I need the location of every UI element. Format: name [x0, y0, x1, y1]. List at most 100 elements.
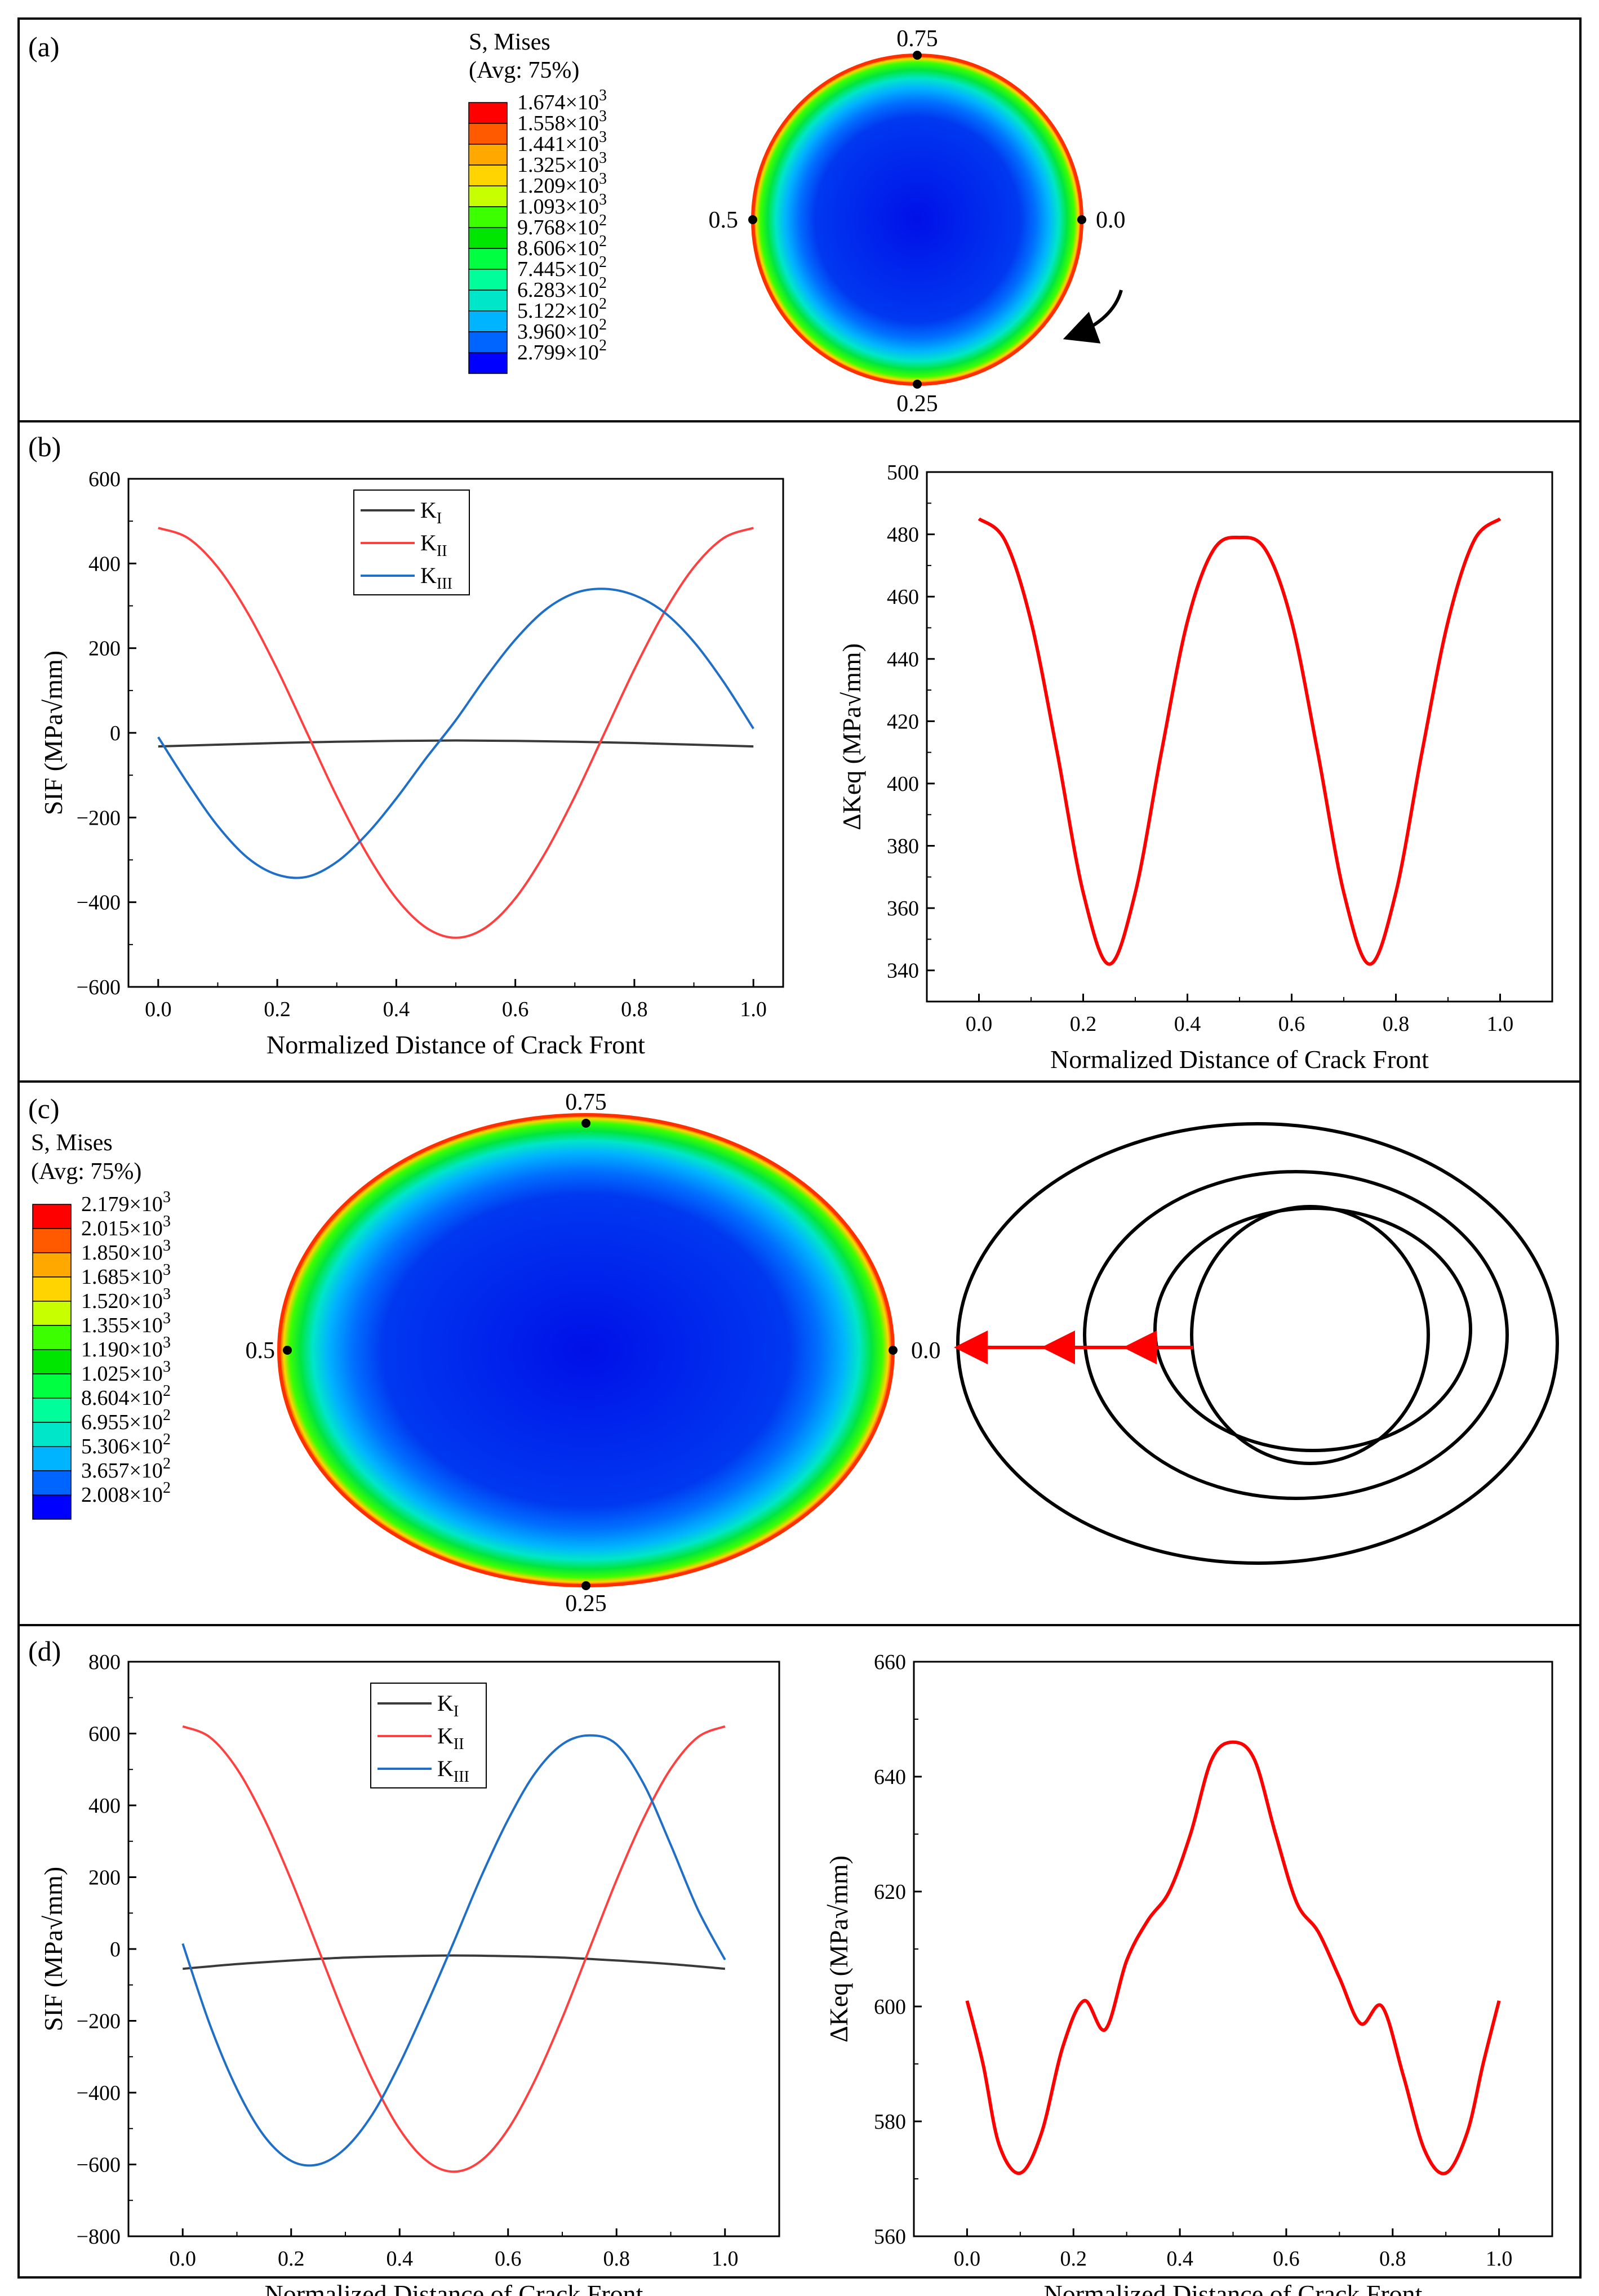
y-tick-label: 380 [887, 835, 919, 858]
x-tick-label: 0.2 [1070, 1012, 1097, 1036]
panel-d-frame [17, 1624, 1582, 2279]
legend-a-value: 8.606×102 [517, 233, 607, 260]
legend-a-value: 1.441×103 [517, 128, 607, 156]
legend-c-value: 1.850×103 [81, 1237, 171, 1265]
y-tick-label: 640 [874, 1765, 906, 1789]
legend-a-swatch [468, 102, 508, 124]
legend-c-swatch [32, 1301, 72, 1326]
legend-a-swatch [468, 164, 508, 186]
y-tick-label: 0 [110, 1938, 121, 1961]
legend-c-swatch [32, 1373, 72, 1399]
series-line-KII [182, 1725, 726, 2173]
legend-a-value: 3.960×102 [517, 316, 607, 344]
x-axis-label: Normalized Distance of Crack Front [266, 1030, 645, 1059]
legend-a-value: 1.093×103 [517, 191, 607, 219]
panel-c-label: (c) [28, 1093, 60, 1124]
contour-c: 0.75 0.5 0.0 0.25 [246, 1089, 941, 1617]
panel-b-frame [17, 420, 1582, 1083]
x-tick-label: 0.6 [495, 2247, 522, 2271]
y-tick-label: −200 [77, 2010, 121, 2034]
crack-label-a-left: 0.5 [709, 207, 739, 233]
x-axis-label: Normalized Distance of Crack Front [1050, 1045, 1429, 1074]
x-tick-label: 0.0 [170, 2247, 197, 2271]
legend-c-swatch [32, 1349, 72, 1374]
x-tick-label: 0.0 [145, 998, 172, 1021]
y-tick-label: 560 [874, 2225, 906, 2249]
legend-c-value: 1.685×103 [81, 1261, 171, 1289]
x-tick-label: 0.6 [1273, 2247, 1300, 2271]
legend-c-swatch [32, 1398, 72, 1423]
y-tick-label: 400 [88, 552, 121, 576]
y-axis-label: ΔKeq (MPa√mm) [824, 1856, 853, 2043]
crack-label-c-left: 0.5 [246, 1338, 276, 1364]
crack-point-a-right [1077, 215, 1086, 224]
contour-a: 0.75 0.5 0.0 0.25 [709, 26, 1126, 417]
crack-front-3 [1083, 1170, 1509, 1500]
legend-c-swatch [32, 1470, 72, 1496]
panel-d-label: (d) [28, 1635, 61, 1667]
x-tick-label: 0.6 [1278, 1012, 1305, 1036]
x-tick-label: 0.4 [383, 998, 410, 1021]
legend-c-value: 6.955×102 [81, 1407, 171, 1434]
crack-label-a-top: 0.75 [896, 26, 938, 52]
legend-a-swatch [468, 123, 508, 145]
x-axis-label: Normalized Distance of Crack Front [1044, 2280, 1423, 2296]
x-tick-label: 1.0 [712, 2247, 739, 2271]
legend-c-title-2: (Avg: 75%) [31, 1159, 141, 1185]
legend-label-KIII: KIII [437, 1756, 469, 1786]
x-tick-label: 0.8 [603, 2247, 630, 2271]
legend-a-swatch [468, 331, 508, 353]
legend-label-KI: KI [437, 1690, 459, 1720]
legend-c: S, Mises (Avg: 75%) 2.179×1032.015×1031.… [31, 1130, 171, 1520]
crack-label-c-right: 0.0 [911, 1338, 941, 1364]
x-tick-label: 0.8 [621, 998, 648, 1021]
x-tick-label: 0.8 [1379, 2247, 1406, 2271]
series-line-KIII [157, 588, 754, 879]
y-tick-label: 200 [88, 637, 121, 661]
panel-a-label: (a) [28, 31, 60, 63]
series-line-KI [183, 1954, 725, 1970]
legend-a-title-2: (Avg: 75%) [469, 57, 579, 83]
plot-frame [926, 471, 1553, 1003]
legend-a-swatch [468, 144, 508, 166]
legend-a-swatch [468, 227, 508, 249]
legend-a-value: 1.325×103 [517, 149, 607, 177]
legend-a-value: 6.283×102 [517, 274, 607, 302]
y-tick-label: 500 [887, 461, 919, 484]
y-axis-label: ΔKeq (MPa√mm) [837, 643, 866, 830]
x-axis-label: Normalized Distance of Crack Front [265, 2280, 643, 2296]
legend-a-value: 7.445×102 [517, 253, 607, 281]
series-line-ΔKeq [965, 1740, 1501, 2175]
y-tick-label: 360 [887, 897, 919, 920]
crack-point-c-top [581, 1119, 590, 1128]
x-tick-label: 0.0 [966, 1012, 993, 1036]
legend-c-swatch [32, 1276, 72, 1302]
x-tick-label: 1.0 [1486, 2247, 1513, 2271]
legend-label-KIII: KIII [420, 563, 452, 593]
y-tick-label: 400 [88, 1794, 121, 1818]
y-tick-label: 460 [887, 585, 919, 609]
legend-a-value: 1.558×103 [517, 108, 607, 135]
legend-a-value: 1.674×103 [517, 87, 607, 114]
y-tick-label: 420 [887, 710, 919, 733]
legend-label-KI: KI [420, 497, 442, 527]
y-tick-label: 400 [887, 772, 919, 796]
rotation-arrow [1063, 290, 1123, 344]
y-tick-label: −400 [77, 891, 121, 915]
legend-label-KII: KII [420, 530, 447, 560]
legend-c-value: 8.604×102 [81, 1382, 171, 1410]
crack-point-c-left [283, 1346, 292, 1355]
series-line-KI [158, 739, 754, 748]
x-tick-label: 0.0 [954, 2247, 981, 2271]
crack-label-c-bottom: 0.25 [565, 1591, 607, 1617]
y-tick-label: 440 [887, 648, 919, 671]
y-axis-label: SIF (MPa√mm) [39, 651, 68, 815]
legend-c-value: 1.025×103 [81, 1358, 171, 1386]
legend-a-swatch [468, 290, 508, 312]
y-tick-label: 660 [874, 1650, 906, 1674]
legend-c-swatch [32, 1422, 72, 1447]
plot-frame [913, 1661, 1553, 2237]
y-tick-label: −600 [77, 2153, 121, 2177]
crack-point-a-top [913, 51, 922, 60]
